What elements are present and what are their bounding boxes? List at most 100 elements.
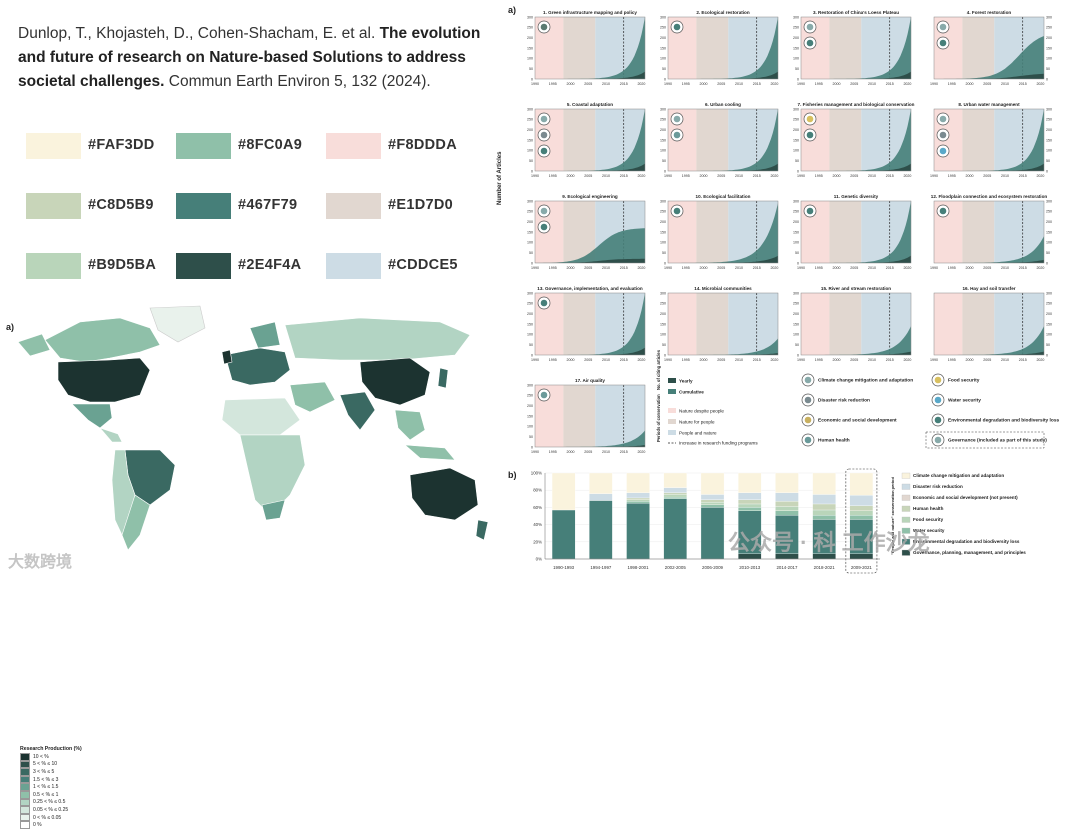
x-tick-label: 2020: [637, 174, 645, 178]
x-tick-label: 1995: [682, 266, 690, 270]
x-tick-label: 2005: [850, 266, 858, 270]
palette-swatch-label: #CDDCE5: [388, 257, 458, 273]
yearly-area: [801, 255, 911, 263]
x-tick-label: 2005: [717, 82, 725, 86]
yearly-area: [535, 71, 645, 79]
period-band: [563, 385, 596, 447]
y-tick-label: 0: [1046, 169, 1048, 173]
y-tick-label: 150: [660, 138, 666, 142]
sprout-icon: [670, 204, 684, 218]
x-tick-label: 1990: [664, 174, 672, 178]
y-tick-label: 0: [1046, 261, 1048, 265]
x-tick-label: 1990: [531, 174, 539, 178]
map-legend-row: 0 %: [20, 821, 82, 829]
area-chart-panel-letter: a): [508, 5, 517, 15]
period-band: [668, 293, 697, 355]
map-legend-swatch: [20, 783, 30, 791]
x-tick-label: 2020: [637, 358, 645, 362]
y-tick-label: 300: [793, 291, 799, 295]
climate-icon-glyph: [804, 376, 812, 384]
x-tick-label: 2015: [1019, 174, 1027, 178]
map-legend-label: 5 < % ≤ 10: [33, 761, 58, 768]
x-tick-label: 2010: [868, 266, 876, 270]
period-band: [829, 109, 862, 171]
y-tick-label: 150: [660, 46, 666, 50]
palette-swatch-label: #8FC0A9: [238, 137, 303, 153]
y-tick-label: 50: [795, 67, 799, 71]
cumulative-area: [668, 109, 778, 171]
y-tick-label: 250: [660, 210, 666, 214]
economy-icon: [801, 413, 815, 427]
x-tick-label: 2010: [735, 82, 743, 86]
sprout-icon-glyph: [939, 39, 947, 47]
map-legend-label: 0 < % ≤ 0.05: [33, 814, 62, 821]
x-tick-label: 2010: [1001, 266, 1009, 270]
x-tick-label: 2020: [1036, 174, 1044, 178]
y-tick-label: 200: [793, 220, 799, 224]
map-legend-label: 0 %: [33, 822, 42, 829]
x-tick-label: 1995: [948, 266, 956, 270]
y-tick-label: 200: [660, 312, 666, 316]
y-tick-label: 100: [1046, 241, 1052, 245]
x-tick-label: 2010: [868, 358, 876, 362]
cumulative-area: [668, 17, 778, 79]
food-icon-glyph: [934, 376, 942, 384]
climate-icon-glyph: [806, 23, 814, 31]
x-tick-label: 2020: [637, 266, 645, 270]
palette-swatch-label: #C8D5B9: [88, 197, 154, 213]
x-tick-label: 1990: [531, 82, 539, 86]
y-tick-label: 100: [660, 241, 666, 245]
y-tick-label: 250: [1046, 26, 1052, 30]
y-tick-label: 0: [531, 261, 533, 265]
y-tick-label: 300: [793, 15, 799, 19]
y-tick-label: 150: [527, 138, 533, 142]
yearly-area: [934, 351, 1044, 355]
x-tick-label: 2000: [566, 174, 574, 178]
map-country-new-zealand: [475, 519, 489, 541]
y-tick-label: 100: [527, 241, 533, 245]
y-tick-label: 50: [1046, 251, 1050, 255]
y-tick-label: 50: [662, 67, 666, 71]
challenge-label: Food security: [948, 378, 980, 384]
sprout-icon: [936, 36, 950, 50]
challenge-label: Disaster risk reduction: [818, 398, 870, 404]
y-tick-label: 150: [527, 322, 533, 326]
area-panel-frame: [800, 108, 912, 172]
watermark-right: 公众号 · 科 工作沙龙: [728, 530, 930, 555]
map-legend-swatch: [20, 775, 30, 784]
y-tick-label: 250: [527, 394, 533, 398]
x-tick-label: 2000: [965, 174, 973, 178]
x-tick-label: 2020: [1036, 358, 1044, 362]
area-panel-frame: [667, 16, 779, 80]
legend-funding-label: Increase in research funding programs: [679, 441, 758, 446]
y-tick-label: 250: [660, 302, 666, 306]
palette-swatch: [326, 253, 381, 279]
legend-period-label: People and nature: [679, 431, 717, 436]
map-legend-swatch: [20, 753, 30, 761]
y-tick-label: 300: [1046, 107, 1052, 111]
x-tick-label: 2005: [584, 358, 592, 362]
x-tick-label: 1995: [549, 82, 557, 86]
legend-period-swatch: [668, 430, 676, 435]
cumulative-area: [934, 109, 1044, 171]
disaster-icon-glyph: [540, 131, 548, 139]
y-tick-label: 100: [527, 333, 533, 337]
water-icon-glyph: [934, 396, 942, 404]
bar-chart-panel-letter: b): [508, 470, 517, 480]
x-tick-label: 1995: [549, 358, 557, 362]
legend-group-label: Periods of conservation: [656, 394, 661, 442]
y-tick-label: 200: [660, 128, 666, 132]
legend-yearly-label: Yearly: [679, 379, 693, 384]
y-tick-label: 100: [660, 149, 666, 153]
y-tick-label: 100: [660, 57, 666, 61]
map-legend-label: 0.25 < % ≤ 0.5: [33, 799, 66, 806]
period-band: [829, 293, 862, 355]
y-tick-label: 300: [793, 199, 799, 203]
x-tick-label: 2000: [965, 358, 973, 362]
y-tick-label: 300: [527, 15, 533, 19]
sprout-icon: [537, 296, 551, 310]
sprout-icon-glyph: [934, 416, 942, 424]
y-tick-label: 250: [660, 26, 666, 30]
